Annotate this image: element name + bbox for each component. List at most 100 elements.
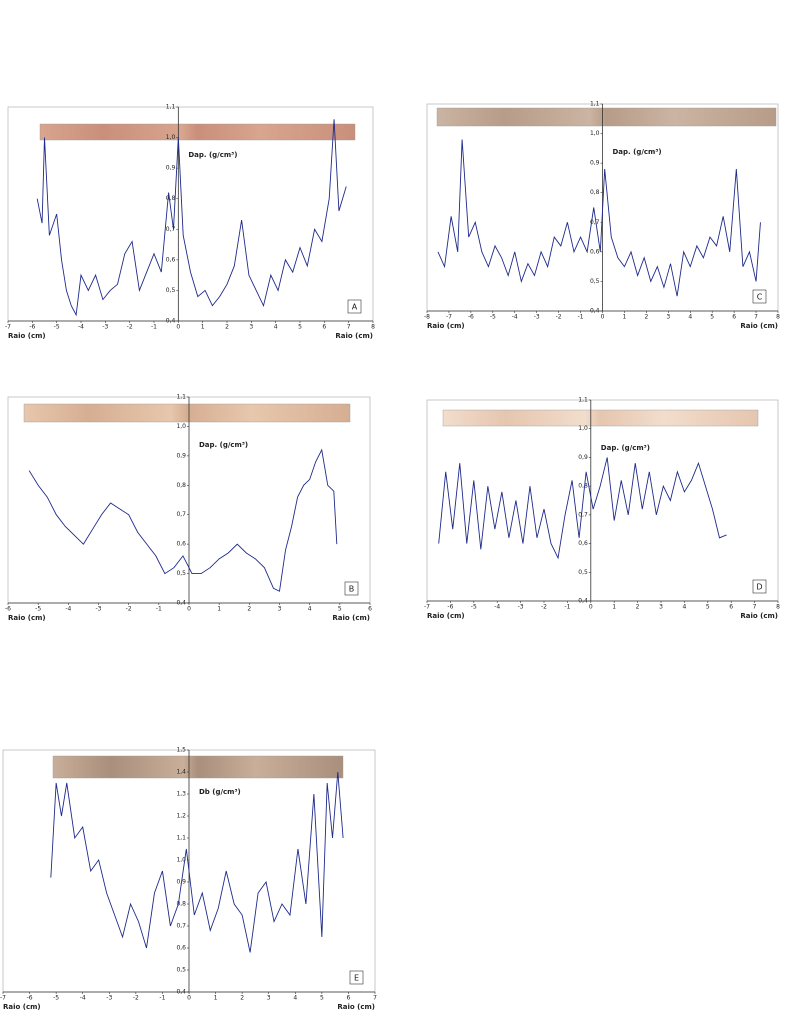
wood-sample: [52, 755, 344, 779]
x-tick-label: -7: [446, 314, 452, 321]
x-tick-label: -2: [556, 314, 562, 321]
y-tick-label: 1,0: [578, 425, 588, 432]
y-tick-label: 0,5: [590, 278, 600, 285]
x-tick-label: 2: [247, 606, 251, 613]
x-tick-label: -4: [78, 324, 84, 331]
x-axis-title: Raio (cm): [3, 1003, 41, 1011]
x-tick-label: 3: [666, 314, 670, 321]
x-tick-label: -7: [0, 995, 6, 1002]
y-tick-label: 0,4: [176, 600, 186, 607]
x-tick-label: 1: [623, 314, 627, 321]
x-tick-label: 0: [589, 604, 593, 611]
x-tick-label: -6: [468, 314, 474, 321]
y-tick-label: 0,8: [590, 189, 600, 196]
x-tick-label: -1: [578, 314, 584, 321]
x-tick-label: 4: [308, 606, 312, 613]
y-tick-label: 0,7: [176, 923, 186, 930]
x-tick-label: 2: [240, 995, 244, 1002]
x-tick-label: -3: [534, 314, 540, 321]
y-tick-label: 0,5: [578, 569, 588, 576]
y-tick-label: 0,4: [590, 308, 600, 315]
x-tick-label: 6: [732, 314, 736, 321]
y-tick-label: 0,8: [176, 901, 186, 908]
x-tick-label: -7: [5, 324, 11, 331]
x-tick-label: -6: [29, 324, 35, 331]
y-tick-label: 0,4: [166, 318, 176, 325]
panel-label: C: [757, 293, 763, 302]
wood-sample: [23, 403, 351, 423]
x-tick-label: 2: [225, 324, 229, 331]
x-tick-label: 5: [320, 995, 324, 1002]
y-tick-label: 1,2: [176, 813, 186, 820]
y-axis-title: Dap. (g/cm³): [601, 444, 650, 452]
x-tick-label: -5: [490, 314, 496, 321]
x-tick-label: -6: [27, 995, 33, 1002]
x-tick-label: -2: [541, 604, 547, 611]
y-tick-label: 1,0: [176, 857, 186, 864]
x-tick-label: -4: [512, 314, 518, 321]
x-tick-label: 7: [753, 604, 757, 611]
y-tick-label: 1,1: [176, 394, 186, 401]
x-tick-label: 5: [706, 604, 710, 611]
density-line: [36, 119, 347, 317]
x-tick-label: -1: [564, 604, 570, 611]
y-tick-label: 1,4: [176, 769, 186, 776]
x-tick-label: -5: [53, 995, 59, 1002]
y-axis-title: Db (g/cm³): [199, 788, 241, 796]
wood-sample: [39, 123, 356, 141]
x-axis-title: Raio (cm): [427, 612, 465, 620]
x-axis-title: Raio (cm): [8, 614, 46, 622]
x-tick-label: 1: [214, 995, 218, 1002]
x-tick-label: 6: [368, 606, 372, 613]
wood-sample: [436, 107, 777, 127]
y-axis-title: Dap. (g/cm³): [188, 151, 237, 159]
y-tick-label: 0,6: [166, 256, 176, 263]
x-tick-label: -3: [106, 995, 112, 1002]
x-tick-label: -7: [424, 604, 430, 611]
x-tick-label: -3: [518, 604, 524, 611]
y-tick-label: 0,7: [166, 226, 176, 233]
y-tick-label: 0,5: [166, 287, 176, 294]
x-tick-label: -5: [471, 604, 477, 611]
wood-sample: [442, 409, 759, 427]
x-tick-label: -1: [159, 995, 165, 1002]
x-tick-label: 6: [729, 604, 733, 611]
x-axis-title: Raio (cm): [8, 332, 46, 340]
x-tick-label: 1: [217, 606, 221, 613]
x-tick-label: 0: [187, 995, 191, 1002]
plot-frame: [7, 106, 374, 322]
x-tick-label: 6: [347, 995, 351, 1002]
y-tick-label: 0,6: [176, 945, 186, 952]
density-line: [437, 139, 761, 297]
y-tick-label: 0,7: [590, 219, 600, 226]
x-tick-label: -4: [494, 604, 500, 611]
x-tick-label: 7: [347, 324, 351, 331]
y-axis-title: Dap. (g/cm³): [199, 441, 248, 449]
plot-frame: [426, 399, 779, 602]
panel-label-box: [344, 581, 359, 596]
y-tick-label: 0,7: [176, 511, 186, 518]
x-tick-label: 1: [612, 604, 616, 611]
x-tick-label: -8: [424, 314, 430, 321]
y-tick-label: 1,1: [590, 101, 600, 108]
x-tick-label: -1: [151, 324, 157, 331]
y-tick-label: 0,7: [578, 511, 588, 518]
x-tick-label: 4: [293, 995, 297, 1002]
y-tick-label: 1,1: [166, 104, 176, 111]
y-tick-label: 1,0: [166, 134, 176, 141]
x-tick-label: 5: [338, 606, 342, 613]
x-tick-label: 4: [274, 324, 278, 331]
y-tick-label: 0,8: [166, 195, 176, 202]
x-tick-label: -5: [35, 606, 41, 613]
x-tick-label: 0: [601, 314, 605, 321]
y-tick-label: 0,8: [176, 482, 186, 489]
y-tick-label: 0,6: [176, 541, 186, 548]
x-axis-title: Raio (cm): [740, 322, 778, 330]
x-tick-label: 8: [371, 324, 375, 331]
y-tick-label: 0,9: [578, 454, 588, 461]
x-axis-title: Raio (cm): [332, 614, 370, 622]
x-tick-label: 2: [636, 604, 640, 611]
x-tick-label: 4: [688, 314, 692, 321]
y-tick-label: 1,0: [590, 130, 600, 137]
